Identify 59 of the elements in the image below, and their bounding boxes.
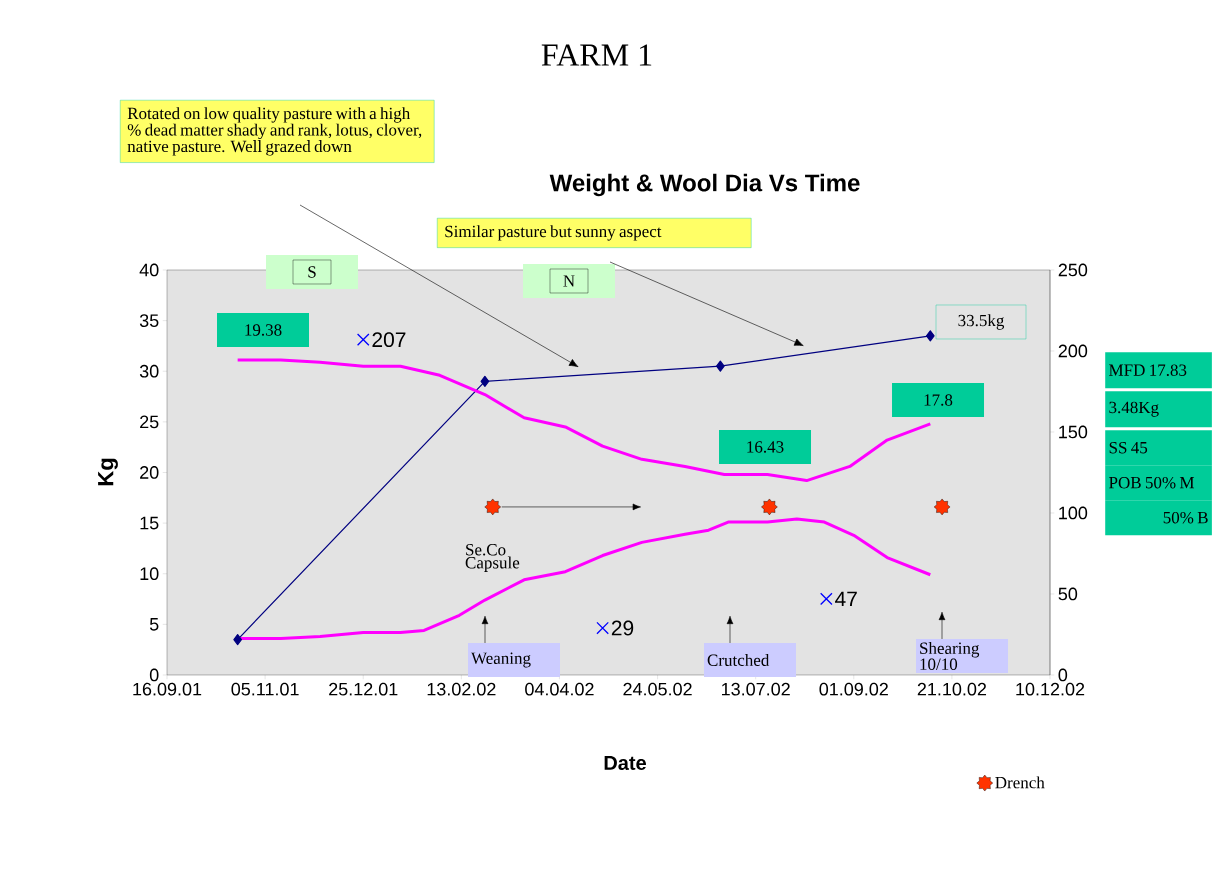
y-tick-label: 15 xyxy=(140,516,159,530)
annotation: Se.Co Capsule xyxy=(465,544,520,572)
x-tick-label: 25.12.01 xyxy=(329,682,398,696)
text: Similar pasture but sunny aspect xyxy=(445,225,662,241)
point xyxy=(925,330,935,342)
text: Rotated on low quality pasture with a high % dead matter shady and rank, lotus, clover, native pasture. Well grazed down xyxy=(127,107,422,156)
annotation: 19.38 xyxy=(245,324,282,336)
annotation: Crutched xyxy=(707,654,770,666)
point xyxy=(356,333,370,346)
point xyxy=(596,621,609,635)
y-tick-label: 20 xyxy=(140,466,159,479)
y2-tick-label: 250 xyxy=(1058,263,1088,277)
point xyxy=(761,498,778,516)
data-label: 47 xyxy=(835,591,857,607)
y-tick-label: 5 xyxy=(149,618,159,631)
x-tick-label: 05.11.01 xyxy=(231,682,299,696)
text: 50% B xyxy=(1163,511,1208,524)
y-tick-label: 25 xyxy=(140,415,159,429)
x-tick-label: 13.07.02 xyxy=(722,682,790,696)
y2-tick-label: 100 xyxy=(1059,506,1088,520)
point xyxy=(933,498,951,516)
text: 3.48Kg xyxy=(1109,401,1159,417)
data-label: 29 xyxy=(611,620,634,636)
x-tick-label: 04.04.02 xyxy=(525,682,594,696)
y2-tick-label: 0 xyxy=(1058,668,1068,682)
annotation: 33.5kg xyxy=(958,314,1005,330)
point xyxy=(716,360,725,372)
point xyxy=(820,592,833,606)
point xyxy=(484,498,501,516)
text: POB 50% M xyxy=(1109,476,1195,489)
text: SS 45 xyxy=(1109,441,1148,454)
annotation: Shearing 10/10 xyxy=(920,642,980,670)
x-tick-label: 01.09.02 xyxy=(819,682,888,696)
x-tick-label: 13.02.02 xyxy=(427,682,496,696)
y2-tick-label: 50 xyxy=(1058,587,1078,601)
y2-tick-label: 150 xyxy=(1059,425,1088,439)
text: MFD 17.83 xyxy=(1109,364,1187,376)
chart-title: FARM 1 xyxy=(541,44,652,66)
x-tick-label: 16.09.01 xyxy=(133,682,202,696)
annotation: S xyxy=(308,266,316,278)
y-tick-label: 0 xyxy=(149,668,159,682)
x-axis-title: Date xyxy=(604,756,646,770)
y-tick-label: 10 xyxy=(140,567,159,581)
data-label: 207 xyxy=(372,332,406,348)
y-tick-label: 35 xyxy=(139,314,159,327)
x-tick-label: 21.10.02 xyxy=(917,682,987,696)
x-tick-label: 10.12.02 xyxy=(1016,682,1085,696)
point xyxy=(480,375,490,387)
chart-subtitle: Weight & Wool Dia Vs Time xyxy=(549,173,860,197)
y-axis-title: Kg xyxy=(98,458,118,486)
annotation: Weaning xyxy=(471,652,531,668)
y-tick-label: 40 xyxy=(139,263,159,277)
legend-label: Drench xyxy=(995,776,1045,789)
annotation: 16.43 xyxy=(747,441,784,453)
x-tick-label: 24.05.02 xyxy=(623,682,692,696)
annotation: N xyxy=(563,275,575,287)
y2-tick-label: 200 xyxy=(1058,344,1088,358)
y-tick-label: 30 xyxy=(139,364,159,378)
annotation: 17.8 xyxy=(924,394,953,406)
